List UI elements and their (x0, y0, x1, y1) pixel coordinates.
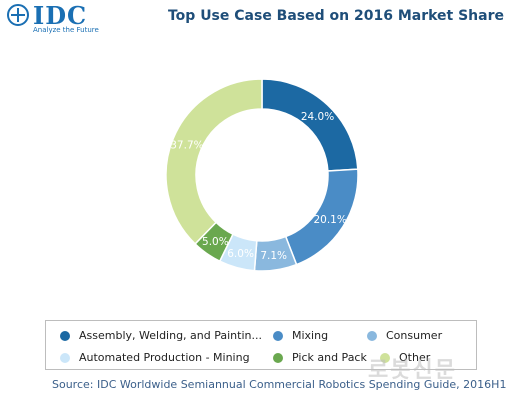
logo-text: IDC (33, 1, 88, 30)
legend-swatch (380, 352, 390, 363)
legend-swatch (273, 330, 283, 341)
chart-title: Top Use Case Based on 2016 Market Share (167, 8, 504, 24)
legend-item-mixing: Mixing (273, 329, 328, 342)
source-note: Source: IDC Worldwide Semiannual Commerc… (52, 378, 507, 391)
legend-swatch (60, 352, 70, 363)
watermark: 로봇신문 (368, 358, 457, 383)
slice-label-assembly: 24.0% (301, 111, 334, 123)
legend-item-other: Other (380, 351, 430, 364)
idc-logo: IDC Analyze the Future (7, 1, 117, 38)
chart-legend: Assembly, Welding, and Paintin... Mixing… (45, 320, 477, 370)
legend-label: Pick and Pack (292, 351, 367, 364)
slice-assembly (261, 78, 359, 172)
slice-label-mixing: 20.1% (313, 214, 346, 226)
legend-label: Assembly, Welding, and Paintin... (79, 329, 262, 342)
legend-label: Other (399, 351, 431, 364)
slice-label-pick-and-pack: 5.0% (202, 236, 229, 248)
slice-label-other: 37.7% (170, 140, 203, 152)
legend-item-automated-mining: Automated Production - Mining (60, 351, 250, 364)
slice-label-consumer: 7.1% (260, 250, 287, 262)
slice-other (165, 78, 263, 245)
legend-swatch (367, 330, 377, 341)
donut-chart: 24.0% 20.1% 7.1% 6.0%5.0% 37.7% (165, 78, 359, 272)
logo-tagline: Analyze the Future (33, 26, 99, 34)
idc-logo-icon (7, 4, 29, 26)
legend-label: Automated Production - Mining (79, 351, 250, 364)
legend-swatch (60, 330, 70, 341)
legend-label: Consumer (386, 329, 443, 342)
legend-item-assembly: Assembly, Welding, and Paintin... (60, 329, 262, 342)
legend-item-consumer: Consumer (367, 329, 442, 342)
legend-item-pick-and-pack: Pick and Pack (273, 351, 367, 364)
legend-swatch (273, 352, 283, 363)
legend-label: Mixing (292, 329, 329, 342)
slice-label-automated-mining: 6.0% (227, 248, 254, 260)
